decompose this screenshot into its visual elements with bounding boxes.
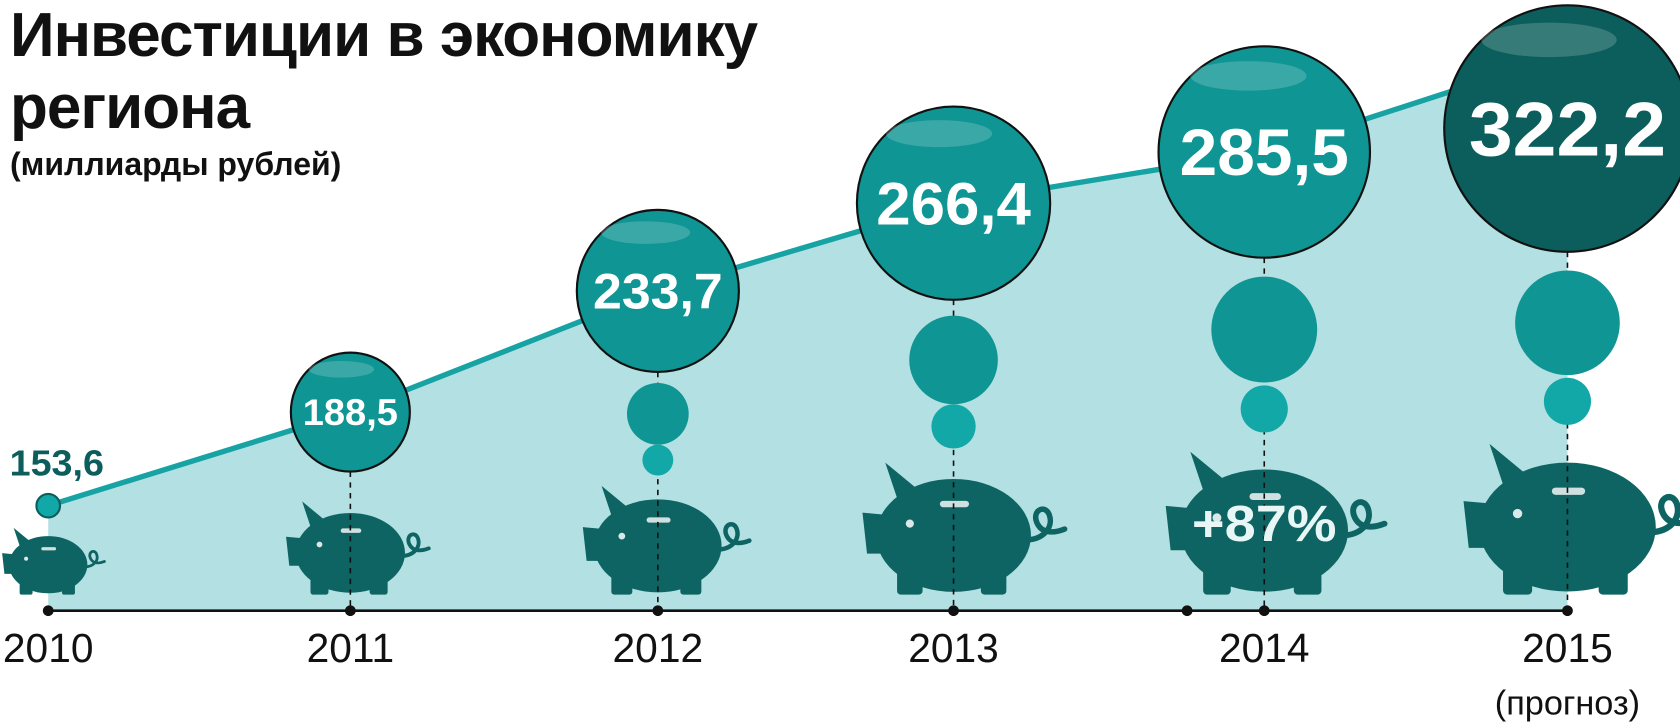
x-tick-label: 2011 (307, 625, 395, 671)
piggy-snout (286, 536, 305, 566)
x-tick-label: 2013 (908, 625, 999, 671)
axis-dot (1181, 605, 1193, 617)
value-bubble (35, 492, 62, 519)
value-label: 188,5 (303, 392, 398, 433)
x-tick-label: 2010 (3, 625, 94, 671)
axis-dot (344, 605, 356, 617)
piggy-tail (714, 522, 752, 552)
piggy-slot (1551, 487, 1586, 495)
piggy-bank (1463, 443, 1680, 595)
piggy-slot (340, 528, 362, 533)
value-bubble (289, 351, 411, 473)
piggy-body (295, 512, 405, 593)
small-bubble (626, 382, 689, 445)
piggy-snout (1463, 501, 1493, 548)
piggy-tail (398, 532, 431, 558)
small-bubble (1240, 385, 1288, 433)
value-label: 285,5 (1180, 116, 1349, 189)
piggy-body (876, 478, 1031, 592)
value-label: 266,4 (876, 170, 1031, 237)
bubble-shine (885, 120, 993, 148)
piggy-bank (286, 501, 431, 595)
piggy-eye (1512, 508, 1523, 519)
axis-dot (42, 605, 54, 617)
piggy-slot (41, 547, 57, 551)
piggy-snout (582, 527, 604, 561)
forecast-note: (прогноз) (1495, 685, 1640, 723)
piggy-body (9, 536, 88, 594)
x-tick-label: 2012 (613, 625, 704, 671)
bubble-shine (1481, 22, 1617, 58)
value-label: 322,2 (1469, 88, 1666, 173)
value-bubble (1443, 4, 1680, 253)
piggy-tail (1338, 499, 1388, 539)
value-label: 153,6 (10, 443, 104, 484)
growth-annotation: +87% (1192, 494, 1337, 552)
x-tick-label: 2015 (1522, 625, 1613, 671)
piggy-eye (1212, 513, 1222, 523)
piggy-eye (618, 532, 626, 540)
small-bubble (931, 404, 976, 449)
piggy-tail (1021, 506, 1068, 543)
piggy-slot (646, 517, 671, 523)
piggy-eye (24, 556, 29, 561)
piggy-snout (1165, 505, 1194, 551)
small-bubble (909, 315, 998, 405)
chart-subtitle: (миллиарды рублей) (10, 146, 342, 182)
value-bubble (1157, 45, 1372, 259)
bubble-shine (1190, 61, 1307, 91)
piggy-eye (316, 541, 323, 548)
small-bubble (1543, 377, 1592, 425)
piggy-tail (82, 550, 106, 569)
piggy-tail (1645, 494, 1680, 536)
small-bubble (1211, 276, 1318, 383)
small-bubble (1515, 270, 1620, 376)
value-label: 233,7 (593, 264, 723, 320)
piggy-eye (905, 519, 914, 528)
piggy-snout (2, 553, 16, 574)
bubble-shine (308, 360, 375, 378)
chart-body: 2010 153,6 2011 188,5 2012 233,7 2013 266,4 2014… (2, 4, 1680, 723)
x-tick-label: 2014 (1219, 625, 1310, 671)
piggy-snout (862, 512, 888, 554)
chart-title: Инвестиции в экономику региона (10, 1, 758, 142)
piggy-slot (1249, 493, 1282, 501)
bubble-shine (601, 221, 691, 244)
value-bubble (575, 208, 740, 374)
piggy-bank (2, 527, 106, 595)
axis-dot (1258, 605, 1270, 617)
piggy-body (1479, 462, 1656, 592)
piggy-slot (939, 500, 970, 508)
piggy-bank (862, 462, 1068, 595)
value-bubble (855, 105, 1052, 301)
small-bubble (642, 444, 674, 476)
